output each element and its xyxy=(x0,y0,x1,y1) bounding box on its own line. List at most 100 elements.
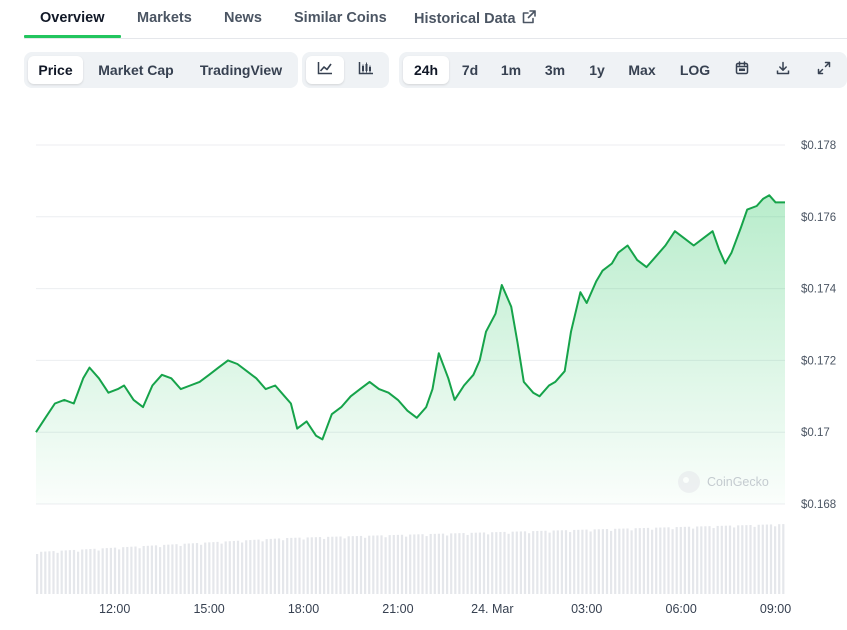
market-cap-button[interactable]: Market Cap xyxy=(98,62,174,78)
volume-bar xyxy=(396,534,399,594)
volume-bar xyxy=(761,524,764,594)
volume-bar xyxy=(528,533,531,594)
range-3m-button[interactable]: 3m xyxy=(544,62,566,78)
price-line xyxy=(35,194,785,441)
volume-bar xyxy=(417,534,420,594)
volume-bar xyxy=(93,548,96,594)
x-tick-label: 24. Mar xyxy=(471,602,513,616)
volume-bar xyxy=(507,533,510,594)
tab-markets[interactable]: Markets xyxy=(137,10,192,26)
range-group: 24h 7d 1m 3m 1y Max LOG xyxy=(399,52,847,88)
x-tick-label: 18:00 xyxy=(288,602,319,616)
volume-bar xyxy=(778,524,781,594)
volume-bar xyxy=(130,546,133,594)
volume-bar xyxy=(708,526,711,594)
y-tick-label: $0.176 xyxy=(801,212,836,224)
volume-bar xyxy=(355,536,358,594)
volume-bar xyxy=(757,524,760,594)
volume-bar xyxy=(171,544,174,594)
volume-bar xyxy=(191,543,194,594)
volume-bar xyxy=(503,531,506,594)
range-7d-button[interactable]: 7d xyxy=(461,62,479,78)
volume-bar xyxy=(200,544,203,594)
volume-bar xyxy=(466,534,469,594)
candlestick-chart-button[interactable] xyxy=(347,56,385,84)
price-button[interactable]: Price xyxy=(28,56,83,84)
volume-bar xyxy=(556,530,559,594)
volume-bar xyxy=(769,524,773,594)
tradingview-button[interactable]: TradingView xyxy=(199,62,283,78)
volume-bar xyxy=(241,542,244,594)
volume-bar xyxy=(737,525,740,594)
volume-bar xyxy=(548,532,551,594)
volume-bar xyxy=(282,540,285,594)
x-tick-label: 06:00 xyxy=(666,602,697,616)
volume-bar xyxy=(495,532,498,594)
x-tick-label: 12:00 xyxy=(99,602,130,616)
volume-bar xyxy=(101,548,104,594)
volume-bar xyxy=(745,525,748,594)
tab-similar-coins[interactable]: Similar Coins xyxy=(294,10,387,26)
volume-bar xyxy=(167,544,170,594)
volume-bar xyxy=(491,532,494,594)
volume-bar xyxy=(675,527,678,594)
volume-bar xyxy=(306,537,309,594)
x-tick-label: 15:00 xyxy=(193,602,224,616)
volume-bar xyxy=(52,551,55,594)
volume-bar xyxy=(712,528,715,594)
fullscreen-button[interactable] xyxy=(807,56,841,84)
volume-bar xyxy=(552,530,555,594)
volume-bar xyxy=(446,535,449,594)
volume-bar xyxy=(236,540,240,594)
volume-bar xyxy=(327,536,330,594)
download-button[interactable] xyxy=(766,56,800,84)
volume-bar xyxy=(134,546,137,594)
volume-bar xyxy=(462,533,465,594)
volume-bar xyxy=(314,537,317,594)
volume-bar xyxy=(118,549,121,594)
volume-bar xyxy=(704,526,707,594)
range-1y-button[interactable]: 1y xyxy=(589,62,605,78)
volume-bar xyxy=(683,526,686,594)
volume-bar xyxy=(655,527,658,594)
tab-historical-data[interactable]: Historical Data xyxy=(414,10,536,28)
tab-news[interactable]: News xyxy=(224,10,262,26)
line-chart-icon xyxy=(317,56,333,84)
y-axis-labels: $0.168 $0.17 $0.172 $0.174 $0.176 $0.178 xyxy=(801,140,837,511)
volume-bar xyxy=(290,537,293,594)
volume-bar xyxy=(667,527,670,594)
volume-bar xyxy=(421,534,424,594)
volume-bar xyxy=(659,527,662,594)
volume-bar xyxy=(343,538,346,594)
download-icon xyxy=(776,56,790,84)
watermark-text: CoinGecko xyxy=(707,475,769,489)
range-24h-button[interactable]: 24h xyxy=(403,56,449,84)
volume-bar xyxy=(126,546,129,594)
volume-bar xyxy=(253,539,256,594)
volume-bar xyxy=(60,550,63,594)
volume-bar xyxy=(774,526,777,594)
range-max-button[interactable]: Max xyxy=(628,62,656,78)
volume-bar xyxy=(265,539,268,594)
volume-bar xyxy=(651,529,654,594)
volume-bar xyxy=(519,531,522,594)
volume-bar xyxy=(569,532,572,594)
line-chart-button[interactable] xyxy=(306,56,344,84)
volume-bar xyxy=(663,527,666,594)
volume-bar xyxy=(700,526,703,594)
volume-bar xyxy=(413,534,416,594)
range-1m-button[interactable]: 1m xyxy=(500,62,522,78)
volume-bar xyxy=(347,536,350,594)
fullscreen-icon xyxy=(817,56,831,84)
tab-overview[interactable]: Overview xyxy=(40,10,105,26)
volume-bar xyxy=(478,532,481,594)
calendar-button[interactable] xyxy=(725,56,759,84)
volume-bar xyxy=(323,538,326,594)
volume-bar xyxy=(183,543,186,594)
log-scale-button[interactable]: LOG xyxy=(679,62,711,78)
volume-bar xyxy=(716,525,719,594)
volume-bar xyxy=(40,551,43,594)
y-tick-label: $0.168 xyxy=(801,499,836,511)
volume-bar xyxy=(687,526,691,594)
